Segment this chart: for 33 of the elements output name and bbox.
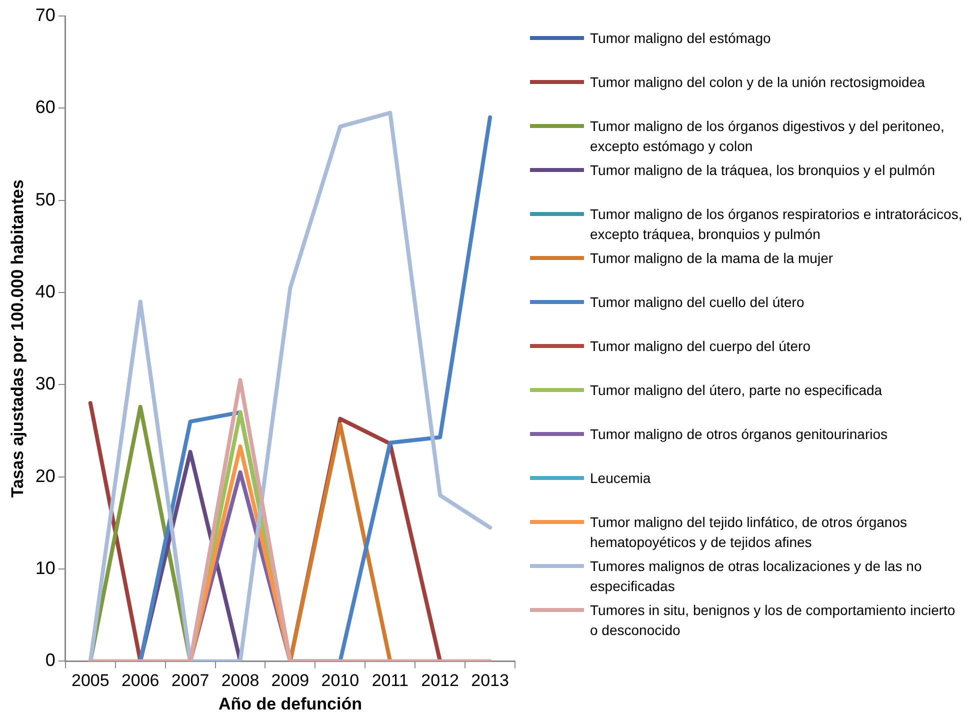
x-tick-label: 2005 bbox=[71, 671, 110, 690]
legend-label: Tumor maligno de los órganos respiratorios e intratorácicos, excepto tráquea, bronquios y pulmón bbox=[590, 205, 964, 244]
legend-label: Tumor maligno de la mama de la mujer bbox=[590, 249, 834, 268]
x-tick-label: 2010 bbox=[321, 671, 360, 690]
legend-label: Tumor maligno del colon y de la unión rectosigmoidea bbox=[590, 73, 925, 92]
legend-label: Tumor maligno del cuerpo del útero bbox=[590, 337, 810, 356]
x-tick-label: 2009 bbox=[271, 671, 310, 690]
y-tick-label: 50 bbox=[35, 189, 56, 210]
x-tick-label: 2006 bbox=[121, 671, 160, 690]
y-tick-label: 60 bbox=[35, 97, 56, 118]
legend-label: Tumores in situ, benignos y los de comportamiento incierto o desconocido bbox=[590, 601, 956, 640]
x-tick-label: 2007 bbox=[171, 671, 210, 690]
x-tick-label: 2013 bbox=[471, 671, 509, 690]
legend-label: Tumor maligno de la tráquea, los bronquios y el pulmón bbox=[590, 161, 936, 180]
x-tick-label: 2011 bbox=[372, 671, 408, 690]
x-tick-label: 2008 bbox=[221, 671, 260, 690]
legend-label: Tumor maligno del útero, parte no especificada bbox=[590, 381, 882, 400]
y-tick-label: 70 bbox=[35, 4, 56, 25]
x-tick-label: 2012 bbox=[421, 671, 459, 690]
legend-label: Tumores malignos de otras localizaciones y de las no especificadas bbox=[590, 557, 923, 596]
legend-label: Tumor maligno del tejido linfático, de otros órganos hematopoyéticos y de tejidos afines bbox=[590, 513, 908, 552]
y-axis-title: Tasas ajustadas por 100.000 habitantes bbox=[8, 180, 27, 498]
y-tick-label: 0 bbox=[45, 650, 56, 670]
legend-label: Tumor maligno del cuello del útero bbox=[590, 293, 804, 312]
y-tick-label: 30 bbox=[35, 374, 56, 394]
legend-label: Leucemia bbox=[590, 469, 651, 488]
x-axis-title: Año de defunción bbox=[218, 694, 362, 714]
legend-label: Tumor maligno del estómago bbox=[590, 29, 771, 48]
legend-label: Tumor maligno de otros órganos genitourinarios bbox=[590, 425, 888, 444]
y-tick-label: 20 bbox=[35, 466, 56, 486]
y-tick-label: 10 bbox=[35, 558, 56, 578]
legend-label: Tumor maligno de los órganos digestivos y del peritoneo, excepto estómago y colon bbox=[590, 117, 946, 156]
y-tick-label: 40 bbox=[35, 281, 56, 302]
